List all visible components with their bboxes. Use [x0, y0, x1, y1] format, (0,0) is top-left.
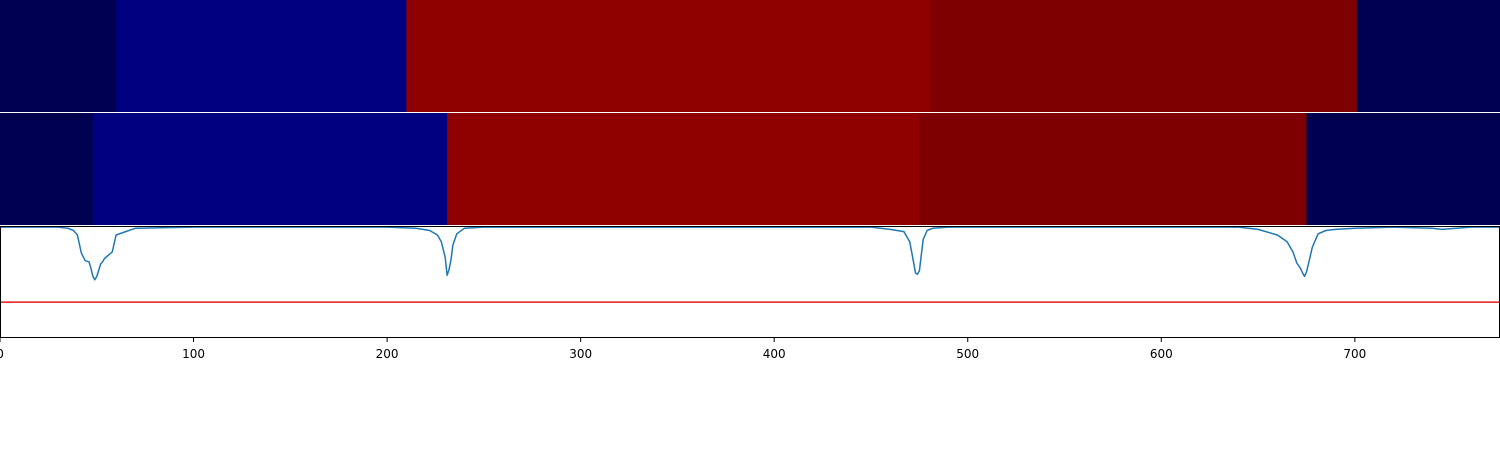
- x-tick-label: 0: [0, 347, 4, 361]
- heatmap-segment-3: [930, 0, 1358, 112]
- heatmap-segment-2: [406, 0, 932, 112]
- x-tick-label: 200: [376, 347, 399, 361]
- x-tick-label: 100: [182, 347, 205, 361]
- heatmap-panel-top: [0, 0, 1500, 112]
- heatmap-segment-4: [1306, 113, 1500, 225]
- heatmap-segment-3: [919, 113, 1307, 225]
- x-tick-label: 600: [1150, 347, 1173, 361]
- heatmap-segment-4: [1356, 0, 1500, 112]
- x-axis: 0 100 200 300 400 500 600 700: [0, 338, 1366, 361]
- heatmap-segment-0: [0, 0, 117, 112]
- heatmap-segment-2: [447, 113, 920, 225]
- x-tick-label: 400: [763, 347, 786, 361]
- heatmap-segment-1: [116, 0, 407, 112]
- line-panel-bottom: [0, 226, 1500, 338]
- heatmap-panel-middle: [0, 113, 1500, 225]
- x-tick-label: 300: [569, 347, 592, 361]
- x-tick-label: 500: [956, 347, 979, 361]
- heatmap-segment-0: [0, 113, 94, 225]
- line-panel-frame: [0, 226, 1500, 338]
- x-tick-label: 700: [1343, 347, 1366, 361]
- heatmap-segment-1: [92, 113, 448, 225]
- series-line-0: [0, 226, 1500, 281]
